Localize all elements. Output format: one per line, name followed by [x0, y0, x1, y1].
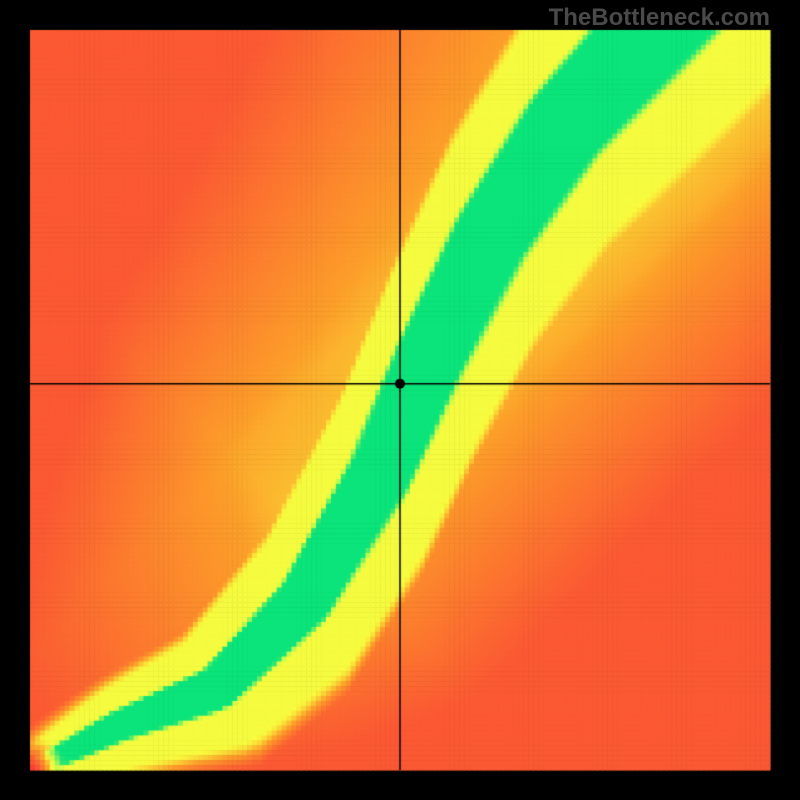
bottleneck-heatmap [0, 0, 800, 800]
watermark-text: TheBottleneck.com [549, 4, 770, 32]
